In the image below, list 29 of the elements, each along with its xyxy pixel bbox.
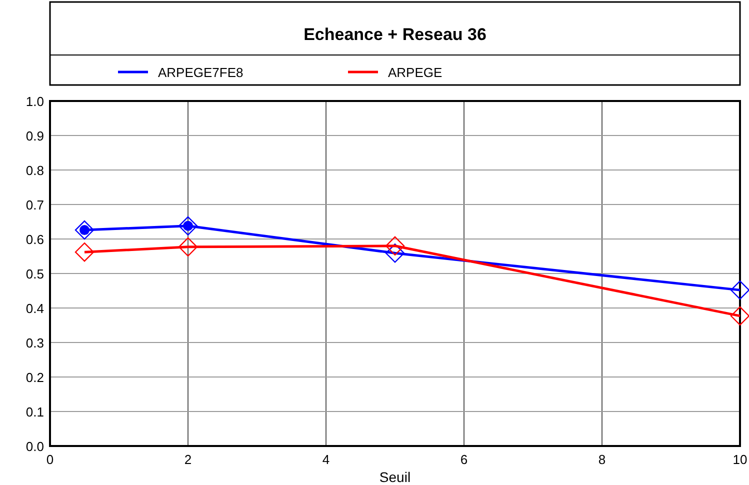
y-tick-label: 0.2 xyxy=(26,370,44,385)
x-tick-label: 4 xyxy=(322,452,330,467)
point xyxy=(385,244,405,263)
y-tick-label: 0.6 xyxy=(26,232,44,247)
y-tick-label: 1.0 xyxy=(26,94,44,109)
chart-title: Echeance + Reseau 36 xyxy=(304,25,486,44)
point xyxy=(178,237,198,257)
x-tick-label: 8 xyxy=(598,452,606,467)
x-tick-label: 2 xyxy=(184,452,192,467)
y-tick-label: 0.3 xyxy=(26,336,44,350)
point xyxy=(178,216,198,236)
point xyxy=(730,280,749,300)
x-tick-label: 0 xyxy=(46,452,54,467)
y-tick-label: 0.1 xyxy=(26,404,44,420)
legend-label: ARPEGE7FE8 xyxy=(158,65,244,80)
x-tick-label: 10 xyxy=(732,452,748,467)
point xyxy=(385,236,405,256)
y-tick-label: 0.7 xyxy=(26,198,44,212)
y-tick-label: 0.0 xyxy=(26,439,44,454)
point xyxy=(74,220,94,240)
y-tick-label: 0.9 xyxy=(26,128,44,144)
point xyxy=(730,306,749,326)
x-axis-title: Seuil xyxy=(379,469,411,485)
y-tick-label: 0.5 xyxy=(26,266,44,282)
x-tick-label: 6 xyxy=(460,452,468,467)
y-tick-label: 0.8 xyxy=(26,163,44,178)
y-tick-label: 0.4 xyxy=(26,301,44,316)
legend-label: ARPEGE xyxy=(388,65,443,80)
point xyxy=(74,242,94,262)
